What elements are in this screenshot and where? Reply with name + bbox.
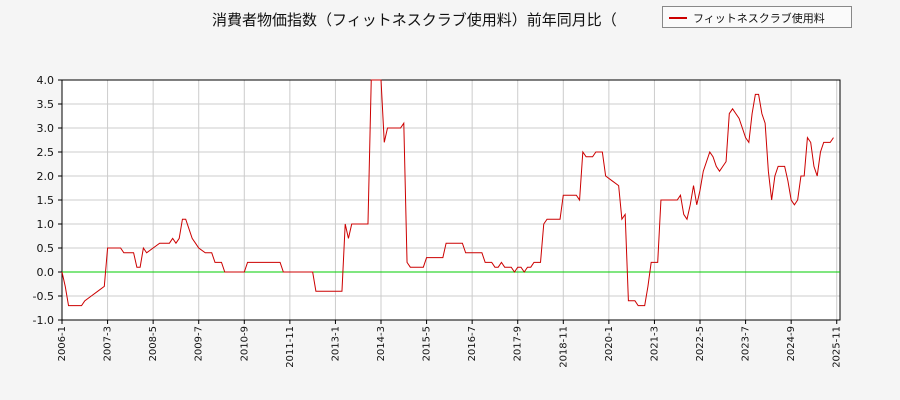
x-tick-label: 2021-3 xyxy=(649,326,660,361)
x-tick-label: 2020-1 xyxy=(604,326,615,361)
x-tick-label: 2024-9 xyxy=(786,326,797,361)
y-tick-label: 3.5 xyxy=(37,98,55,111)
y-tick-label: 4.0 xyxy=(37,74,55,87)
series-layer xyxy=(61,79,840,307)
x-tick-label: 2015-5 xyxy=(422,326,433,361)
y-tick-label: 2.0 xyxy=(37,170,55,183)
y-tick-label: 0.5 xyxy=(37,242,55,255)
y-tick-label: 3.0 xyxy=(37,122,55,135)
legend: フィットネスクラブ使用料 xyxy=(662,6,852,28)
x-tick-label: 2013-1 xyxy=(330,326,341,361)
x-tick-label: 2011-11 xyxy=(285,326,296,368)
x-tick-label: 2014-3 xyxy=(376,326,387,361)
x-tick-label: 2022-5 xyxy=(695,326,706,361)
x-tick-label: 2007-3 xyxy=(103,326,114,361)
x-tick-label: 2025-11 xyxy=(832,326,843,368)
x-tick-label: 2018-11 xyxy=(558,326,569,368)
x-tick-label: 2023-7 xyxy=(741,326,752,361)
y-tick-label: -1.0 xyxy=(33,314,54,327)
grid xyxy=(61,79,840,321)
plot-frame xyxy=(61,79,841,321)
x-tick-label: 2009-7 xyxy=(194,326,205,361)
x-tick-label: 2017-9 xyxy=(513,326,524,361)
legend-swatch xyxy=(669,17,687,19)
x-tick-label: 2010-9 xyxy=(239,326,250,361)
x-tick-label: 2016-7 xyxy=(467,326,478,361)
x-tick-label: 2006-1 xyxy=(57,326,68,361)
chart-title: 消費者物価指数（フィットネスクラブ使用料）前年同月比（ xyxy=(212,11,617,29)
y-tick-label: -0.5 xyxy=(33,290,54,303)
legend-label: フィットネスクラブ使用料 xyxy=(693,12,825,25)
series-line-0 xyxy=(61,79,834,307)
y-tick-label: 0.0 xyxy=(37,266,55,279)
y-tick-label: 2.5 xyxy=(37,146,55,159)
y-tick-label: 1.5 xyxy=(37,194,55,207)
x-tick-label: 2008-5 xyxy=(148,326,159,361)
axes: 4.0 3.5 3.0 2.5 2.0 1.5 1.0 0.5 0.0 -0.5 -1.02006-… xyxy=(33,74,843,368)
y-tick-label: 1.0 xyxy=(37,218,55,231)
